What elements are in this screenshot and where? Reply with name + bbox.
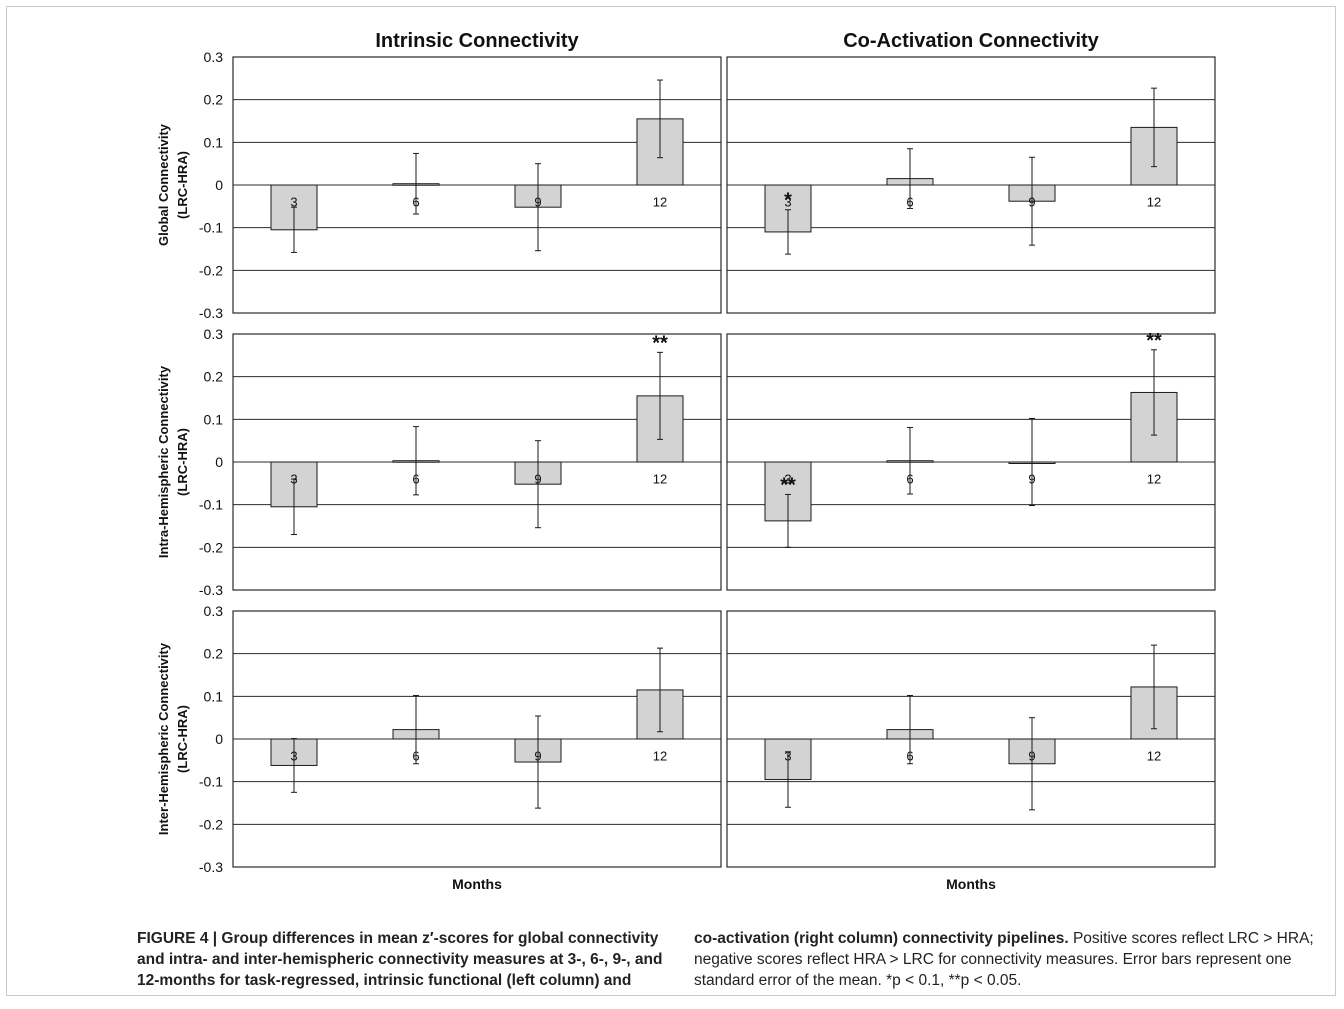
category-label: 6 bbox=[412, 471, 419, 486]
category-label: 9 bbox=[534, 748, 541, 763]
y-tick-label: 0.1 bbox=[204, 688, 224, 704]
y-tick-label: -0.3 bbox=[199, 582, 223, 598]
significance-mark: * bbox=[784, 190, 792, 212]
y-tick-label: 0.2 bbox=[204, 92, 224, 108]
category-label: 9 bbox=[534, 471, 541, 486]
category-label: 6 bbox=[906, 748, 913, 763]
chart: Intrinsic Connectivity Co-Activation Conn… bbox=[0, 0, 1344, 920]
category-label: 9 bbox=[534, 194, 541, 209]
y-tick-label: 0.1 bbox=[204, 134, 224, 150]
category-label: 6 bbox=[412, 748, 419, 763]
category-label: 12 bbox=[653, 748, 667, 763]
y-tick-label: -0.3 bbox=[199, 305, 223, 321]
y-axis-label: (LRC-HRA) bbox=[175, 151, 190, 219]
y-tick-label: 0.2 bbox=[204, 646, 224, 662]
category-label: 6 bbox=[906, 194, 913, 209]
y-tick-label: -0.2 bbox=[199, 539, 223, 555]
category-label: 3 bbox=[290, 748, 297, 763]
caption-left: FIGURE 4 | Group differences in mean z′-… bbox=[137, 928, 677, 991]
y-axis-label: Inter-Hemispheric Connectivity bbox=[156, 642, 171, 835]
y-tick-label: -0.1 bbox=[199, 774, 223, 790]
y-axis-label: Intra-Hemispheric Connectivity bbox=[156, 365, 171, 558]
y-tick-label: 0.3 bbox=[204, 326, 224, 342]
y-tick-label: 0.3 bbox=[204, 603, 224, 619]
category-label: 12 bbox=[653, 471, 667, 486]
category-label: 3 bbox=[290, 471, 297, 486]
category-label: 6 bbox=[412, 194, 419, 209]
y-axis-label: (LRC-HRA) bbox=[175, 705, 190, 773]
category-label: 9 bbox=[1028, 748, 1035, 763]
y-tick-label: 0.1 bbox=[204, 411, 224, 427]
category-label: 12 bbox=[1147, 748, 1161, 763]
column-title: Intrinsic Connectivity bbox=[375, 30, 579, 52]
category-label: 12 bbox=[1147, 194, 1161, 209]
caption-right: co-activation (right column) connectivit… bbox=[694, 928, 1334, 991]
x-axis-label: Months bbox=[946, 876, 996, 892]
y-tick-label: -0.1 bbox=[199, 497, 223, 513]
category-label: 3 bbox=[290, 194, 297, 209]
caption-left-bold: FIGURE 4 | Group differences in mean z′-… bbox=[137, 930, 662, 989]
column-title: Co-Activation Connectivity bbox=[843, 30, 1099, 52]
x-axis-label: Months bbox=[452, 876, 502, 892]
category-label: 6 bbox=[906, 471, 913, 486]
y-tick-label: -0.3 bbox=[199, 859, 223, 875]
category-label: 12 bbox=[653, 194, 667, 209]
significance-mark: ** bbox=[652, 332, 668, 354]
y-tick-label: 0.2 bbox=[204, 369, 224, 385]
significance-mark: ** bbox=[780, 474, 796, 496]
y-tick-label: -0.2 bbox=[199, 816, 223, 832]
y-tick-label: 0.3 bbox=[204, 49, 224, 65]
category-label: 9 bbox=[1028, 194, 1035, 209]
y-tick-label: 0 bbox=[215, 177, 223, 193]
y-tick-label: 0 bbox=[215, 731, 223, 747]
category-label: 3 bbox=[784, 748, 791, 763]
category-label: 9 bbox=[1028, 471, 1035, 486]
y-tick-label: 0 bbox=[215, 454, 223, 470]
significance-mark: ** bbox=[1146, 330, 1162, 352]
y-axis-label: Global Connectivity bbox=[156, 123, 171, 246]
y-tick-label: -0.2 bbox=[199, 262, 223, 278]
y-tick-label: -0.1 bbox=[199, 220, 223, 236]
caption-right-bold: co-activation (right column) connectivit… bbox=[694, 930, 1069, 947]
y-axis-label: (LRC-HRA) bbox=[175, 428, 190, 496]
category-label: 12 bbox=[1147, 471, 1161, 486]
